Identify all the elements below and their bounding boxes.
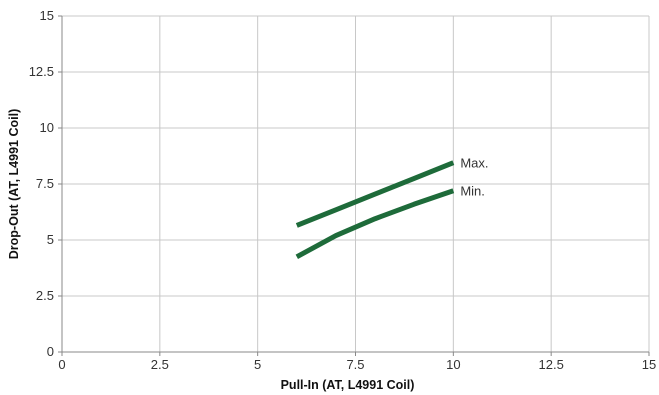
series-label-max: Max. [460,156,488,171]
series-line-min [295,188,455,259]
x-tick-label: 15 [642,357,656,372]
y-axis-title: Drop-Out (AT, L4991 Coil) [7,109,21,259]
y-tick-label: 12.5 [29,64,54,79]
x-tick-label: 12.5 [539,357,564,372]
x-tick-label: 10 [446,357,460,372]
x-tick-label: 0 [58,357,65,372]
y-tick-label: 15 [40,8,54,23]
y-tick-label: 2.5 [36,288,54,303]
y-tick-label: 0 [47,344,54,359]
series-label-min: Min. [460,184,485,199]
y-tick-label: 7.5 [36,176,54,191]
tick-labels: 0 2.5 5 7.5 10 12.5 15 0 2.5 5 7.5 10 12.5 15 [29,8,657,372]
y-tick-label: 5 [47,232,54,247]
x-tick-label: 7.5 [346,357,364,372]
x-axis-title: Pull-In (AT, L4991 Coil) [281,378,415,392]
axes [58,15,650,356]
series-line-max [295,160,455,228]
x-tick-label: 2.5 [151,357,169,372]
x-tick-label: 5 [254,357,261,372]
series [295,160,455,259]
series-labels: Max. Min. [460,156,488,199]
y-tick-label: 10 [40,120,54,135]
grid [62,15,650,352]
